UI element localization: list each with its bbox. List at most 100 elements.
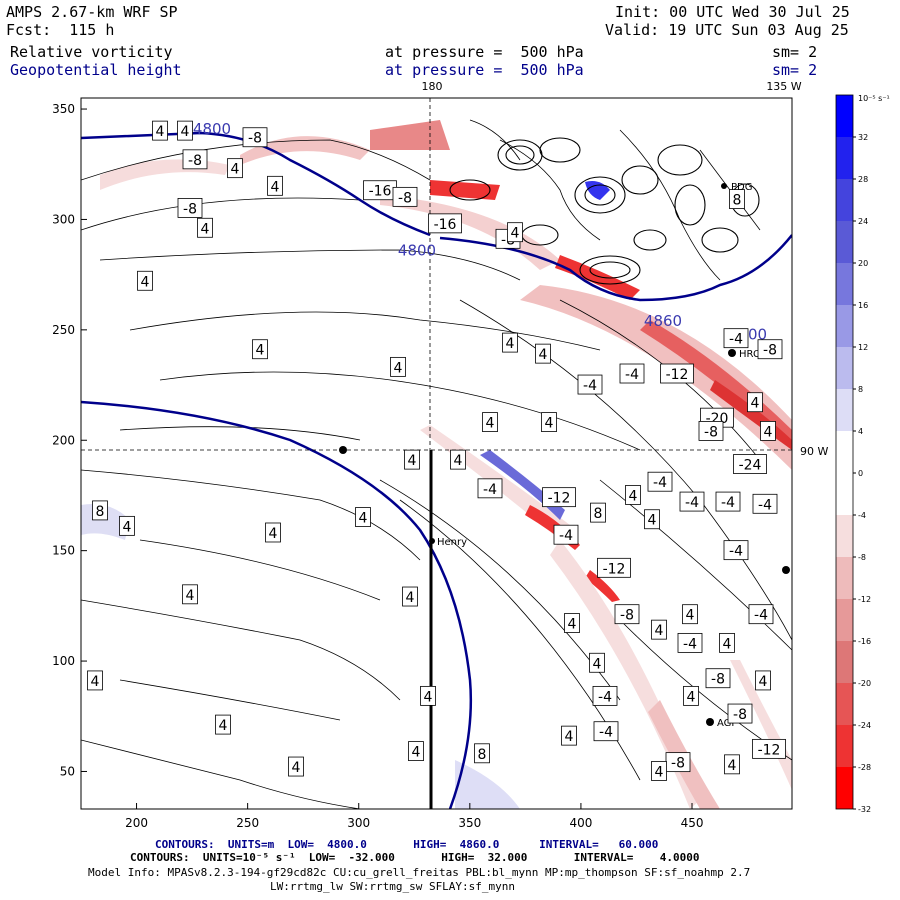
contour-label: 4: [651, 761, 667, 781]
colorbar-swatch: [836, 599, 853, 641]
contour-label-text: 4: [593, 656, 602, 672]
contour-label: -4: [647, 471, 673, 492]
contour-label: 4: [535, 343, 551, 364]
field2-smoothing: sm= 2: [772, 61, 818, 79]
contour-label-text: 4: [686, 608, 695, 624]
contour-label-text: -24: [739, 458, 762, 474]
contour-label: 8: [729, 189, 745, 209]
contour-label-text: 8: [96, 504, 105, 520]
contour-label-text: 4: [687, 689, 696, 705]
contour-label-box: [589, 652, 605, 673]
contour-label: 4860: [644, 312, 682, 330]
station-dot-henry: [429, 538, 435, 544]
contour-label: 8: [474, 743, 490, 764]
contour-label: -4: [577, 374, 603, 395]
contour-label-box: [747, 392, 763, 413]
contour-label-box: [597, 557, 631, 578]
colorbar-swatch: [836, 515, 853, 557]
contour-label-box: [541, 412, 557, 432]
field2-name: Geopotential height: [10, 61, 182, 79]
contour-label: 4: [507, 222, 523, 243]
y-tick-label: 350: [52, 102, 75, 116]
contour-label-text: 4: [751, 396, 760, 412]
x-tick-label: 300: [347, 816, 370, 830]
contour-label-text: 4: [728, 758, 737, 774]
contour-label: 4: [288, 756, 304, 777]
contour-label-box: [177, 198, 203, 218]
init-time: Init: 00 UTC Wed 30 Jul 25: [615, 3, 850, 21]
colorbar-tick-label: 32: [858, 133, 868, 142]
colorbar-tick-label: 12: [858, 343, 868, 352]
model-info: Model Info: MPASv8.2.3-194-gf29cd82c CU:…: [88, 866, 751, 879]
contour-label-box: [502, 332, 518, 353]
contour-label-text: -8: [398, 190, 412, 206]
contour-label-box: [577, 374, 603, 395]
contour-label-box: [760, 421, 776, 441]
contour-label-text: -8: [763, 343, 777, 359]
contour-label-text: 4: [545, 416, 554, 432]
height-contour-4800-east: [439, 234, 792, 302]
contour-label-box: [592, 685, 618, 706]
vorticity-map: HRC Henry AGI PDG 4 4 -8 4800 -8 -8 4 4 4 4 -16 -16…: [52, 80, 890, 830]
contour-label-text: 4: [511, 226, 520, 242]
contour-label-text: -16: [369, 184, 392, 200]
contour-label-box: [215, 714, 231, 735]
colorbar-swatch: [836, 473, 853, 515]
contour-label-box: [748, 604, 774, 625]
contour-label-text: 4: [359, 511, 368, 527]
contour-label-box: [87, 670, 103, 691]
colorbar-tick-label: -12: [858, 595, 871, 604]
contour-label-box: [390, 356, 406, 377]
station-pdg: PDG: [731, 182, 752, 193]
colorbar-tick-label: -32: [858, 805, 871, 814]
forecast-hour: Fcst: 115 h: [6, 21, 115, 39]
contour-label-text: -8: [188, 153, 202, 169]
contour-label-text: -4: [598, 689, 612, 705]
axes: 200 250 300 350 400 450 50 100 150 200 250 300 350: [52, 102, 703, 830]
contour-label-box: [619, 363, 645, 384]
contour-label: 4: [408, 741, 424, 761]
contour-label-box: [683, 685, 699, 706]
contour-label-box: [755, 670, 771, 691]
station-markers: HRC Henry AGI PDG: [339, 182, 790, 729]
contour-label-box: [723, 540, 749, 561]
contour-label-box: [267, 175, 283, 196]
contour-label: 4: [482, 412, 498, 432]
contour-label: 4: [755, 670, 771, 691]
longitude-label-90w: 90 W: [800, 445, 828, 458]
contour-label: 4: [252, 339, 268, 360]
contour-label-text: -4: [685, 495, 699, 511]
plot-frame: [80, 97, 793, 810]
colorbar-swatch: [836, 95, 853, 137]
contour-label: -4: [715, 491, 741, 512]
y-tick-label: 300: [52, 212, 75, 226]
field2-level: at pressure = 500 hPa: [385, 61, 584, 79]
contour-label-text: -16: [434, 217, 457, 233]
contour-label-box: [252, 339, 268, 360]
contour-label-text: -4: [599, 725, 613, 741]
contour-label-box: [507, 222, 523, 243]
contour-label: -8: [242, 127, 268, 148]
contour-label-text: -4: [721, 495, 735, 511]
contour-label-text: 8: [733, 193, 742, 209]
contour-label-text: 4: [123, 519, 132, 535]
model-info-physics: LW:rrtmg_lw SW:rrtmg_sw SFLAY:sf_mynn: [270, 880, 516, 893]
contour-label-box: [137, 270, 153, 291]
contour-label: 4: [541, 412, 557, 432]
colorbar: 32 28 24 20 16 12 8 4 0 -4 -8 -12 -16 -20 -24 -28 -32: [835, 94, 871, 814]
contour-label: -4: [679, 491, 705, 512]
contour-label-text: -4: [754, 608, 768, 624]
colorbar-unit: 10⁻⁵ s⁻¹: [858, 94, 890, 103]
contour-label: 4: [182, 584, 198, 605]
contour-label: 4: [719, 632, 735, 653]
contour-label: -4: [477, 478, 503, 499]
contour-label: -4: [593, 721, 619, 742]
colorbar-tick-label: 0: [858, 469, 863, 478]
contour-label: -8: [182, 149, 208, 170]
contour-label-box: [679, 491, 705, 512]
vorticity-contour-info: CONTOURS: UNITS=10⁻⁵ s⁻¹ LOW= -32.000 HI…: [130, 851, 700, 864]
contour-label-text: 8: [594, 506, 603, 522]
contour-label: 4800: [398, 241, 436, 259]
colorbar-swatch: [836, 347, 853, 389]
contour-label-text: -4: [729, 544, 743, 560]
